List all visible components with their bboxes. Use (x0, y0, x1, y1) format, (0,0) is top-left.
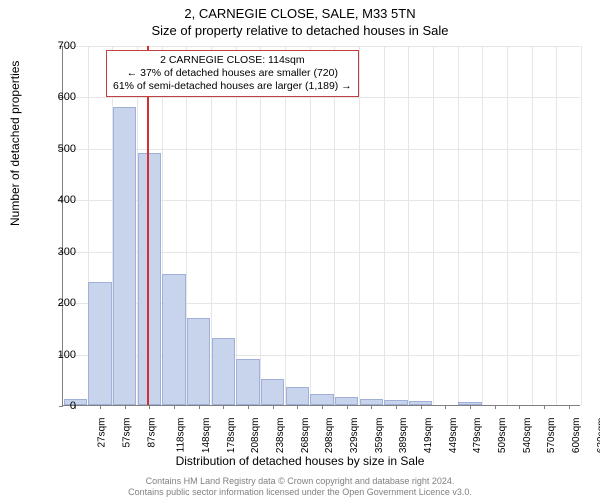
plot-region (62, 46, 580, 406)
annotation-line: 61% of semi-detached houses are larger (… (113, 80, 352, 93)
annotation-line: 2 CARNEGIE CLOSE: 114sqm (113, 54, 352, 67)
xtick-label: 509sqm (497, 418, 508, 454)
grid-line-v (260, 46, 261, 405)
xtick-mark (223, 405, 224, 409)
xtick-label: 298sqm (324, 418, 335, 454)
page-title-address: 2, CARNEGIE CLOSE, SALE, M33 5TN (0, 0, 600, 21)
x-axis-label: Distribution of detached houses by size … (0, 454, 600, 468)
ytick-label: 0 (46, 400, 76, 412)
grid-line-v (507, 46, 508, 405)
footer-line-1: Contains HM Land Registry data © Crown c… (0, 476, 600, 487)
xtick-mark (149, 405, 150, 409)
xtick-label: 570sqm (546, 418, 557, 454)
annotation-line: ← 37% of detached houses are smaller (72… (113, 67, 352, 80)
xtick-label: 118sqm (176, 418, 187, 453)
xtick-label: 178sqm (226, 418, 237, 454)
xtick-label: 419sqm (423, 418, 434, 454)
grid-line-h (63, 97, 580, 98)
xtick-label: 268sqm (300, 418, 311, 454)
xtick-mark (421, 405, 422, 409)
histogram-bar (310, 394, 334, 405)
xtick-mark (199, 405, 200, 409)
grid-line-v (581, 46, 582, 405)
ytick-label: 300 (46, 246, 76, 258)
ytick-label: 500 (46, 143, 76, 155)
grid-line-h (63, 46, 580, 47)
xtick-mark (125, 405, 126, 409)
grid-line-v (433, 46, 434, 405)
xtick-label: 27sqm (97, 418, 108, 448)
grid-line-v (482, 46, 483, 405)
histogram-bar (187, 318, 211, 405)
xtick-label: 87sqm (146, 418, 157, 448)
xtick-label: 540sqm (522, 418, 533, 454)
grid-line-v (285, 46, 286, 405)
xtick-label: 148sqm (201, 418, 212, 454)
histogram-bar (88, 282, 112, 405)
xtick-label: 359sqm (374, 418, 385, 454)
xtick-mark (470, 405, 471, 409)
histogram-bar (162, 274, 186, 405)
xtick-label: 389sqm (398, 418, 409, 454)
histogram-bar (261, 379, 285, 405)
xtick-mark (371, 405, 372, 409)
xtick-label: 630sqm (596, 418, 600, 454)
histogram-bar (236, 359, 260, 405)
ytick-label: 200 (46, 297, 76, 309)
chart-area (62, 46, 580, 406)
xtick-mark (569, 405, 570, 409)
grid-line-v (458, 46, 459, 405)
xtick-label: 57sqm (122, 418, 133, 448)
histogram-bar (335, 397, 359, 405)
histogram-bar (286, 387, 310, 405)
xtick-mark (322, 405, 323, 409)
xtick-mark (495, 405, 496, 409)
footer-line-2: Contains public sector information licen… (0, 487, 600, 498)
ytick-label: 600 (46, 91, 76, 103)
grid-line-v (310, 46, 311, 405)
annotation-box: 2 CARNEGIE CLOSE: 114sqm← 37% of detache… (106, 50, 359, 97)
grid-line-v (334, 46, 335, 405)
xtick-mark (297, 405, 298, 409)
histogram-bar (384, 400, 408, 405)
xtick-mark (100, 405, 101, 409)
xtick-mark (248, 405, 249, 409)
grid-line-v (408, 46, 409, 405)
y-axis-label: Number of detached properties (8, 61, 22, 226)
xtick-mark (273, 405, 274, 409)
subject-marker-line (147, 46, 149, 405)
histogram-bar (113, 107, 137, 405)
xtick-label: 238sqm (275, 418, 286, 454)
xtick-mark (519, 405, 520, 409)
xtick-label: 329sqm (349, 418, 360, 454)
grid-line-v (359, 46, 360, 405)
histogram-bar (360, 399, 384, 405)
page-subtitle: Size of property relative to detached ho… (0, 21, 600, 42)
xtick-mark (445, 405, 446, 409)
grid-line-h (63, 149, 580, 150)
xtick-mark (347, 405, 348, 409)
xtick-label: 600sqm (571, 418, 582, 454)
xtick-label: 449sqm (448, 418, 459, 454)
histogram-bar (458, 402, 482, 405)
xtick-label: 479sqm (472, 418, 483, 454)
xtick-mark (174, 405, 175, 409)
ytick-label: 100 (46, 349, 76, 361)
xtick-mark (396, 405, 397, 409)
histogram-bar (409, 401, 433, 405)
ytick-label: 700 (46, 40, 76, 52)
grid-line-v (384, 46, 385, 405)
histogram-bar (212, 338, 236, 405)
histogram-bar (138, 153, 162, 405)
footer-attribution: Contains HM Land Registry data © Crown c… (0, 476, 600, 498)
grid-line-v (532, 46, 533, 405)
grid-line-v (556, 46, 557, 405)
xtick-mark (544, 405, 545, 409)
ytick-label: 400 (46, 194, 76, 206)
xtick-label: 208sqm (250, 418, 261, 454)
grid-line-v (236, 46, 237, 405)
